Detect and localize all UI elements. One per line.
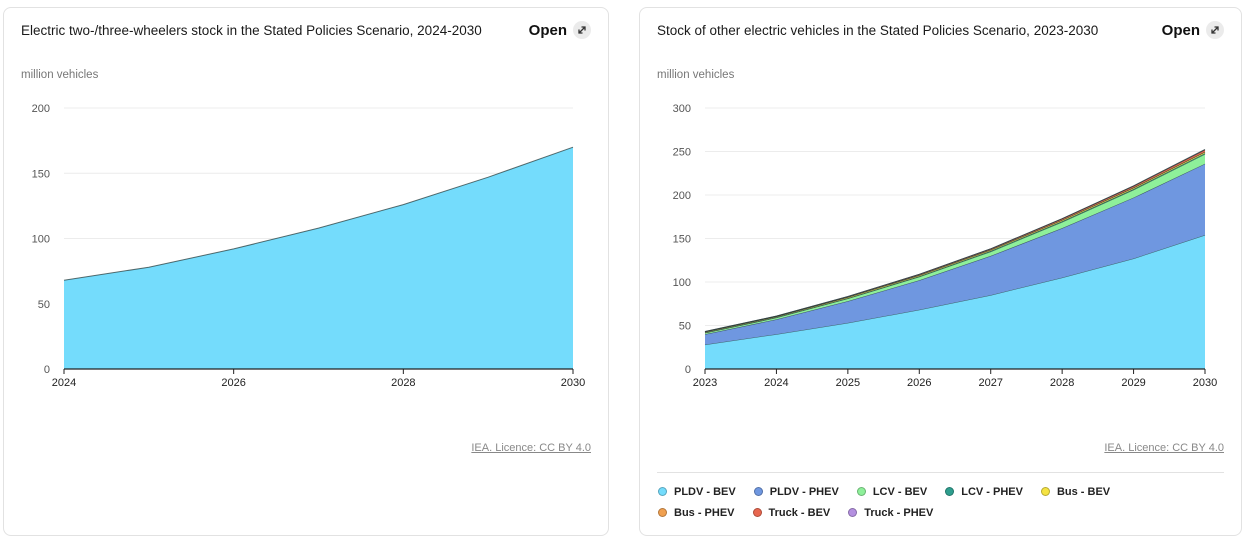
open-button[interactable]: Open: [529, 21, 591, 39]
legend-swatch: [753, 487, 763, 496]
y-tick-label: 150: [673, 234, 691, 246]
x-tick-label: 2030: [561, 377, 585, 389]
x-tick-label: 2026: [221, 377, 245, 389]
y-tick-label: 0: [685, 364, 691, 376]
y-tick-label: 250: [673, 147, 691, 159]
x-tick-label: 2024: [52, 377, 76, 389]
legend-swatch: [1040, 487, 1050, 496]
area-pldv-bev: [705, 235, 1205, 369]
legend-swatch: [658, 508, 667, 517]
chart-plot-area: 0 50 100 150 200 250 300 2023 2024 2025 2026 2027 20…: [673, 103, 1218, 389]
legend-divider: [657, 472, 1224, 473]
legend-item-truck-phev[interactable]: Truck - PHEV: [848, 506, 933, 519]
legend-label: Bus - PHEV: [674, 506, 735, 519]
legend-label: LCV - PHEV: [961, 485, 1023, 498]
y-axis-unit-label: million vehicles: [21, 69, 99, 81]
x-tick-label: 2024: [764, 377, 788, 389]
y-tick-label: 100: [673, 277, 691, 289]
licence-link[interactable]: IEA. Licence: CC BY 4.0: [1104, 442, 1224, 454]
legend-item-lcv-bev[interactable]: LCV - BEV: [856, 485, 928, 498]
expand-icon[interactable]: [1206, 21, 1224, 39]
legend-item-pldv-bev[interactable]: PLDV - BEV: [658, 485, 736, 498]
chart-card-other-ev: Stock of other electric vehicles in the …: [639, 7, 1242, 536]
open-button[interactable]: Open: [1162, 21, 1224, 39]
area-series: [64, 147, 573, 369]
y-axis-unit-label: million vehicles: [657, 69, 735, 81]
y-tick-label: 50: [679, 321, 691, 333]
area-lcv-phev-line: [704, 152, 1206, 334]
y-tick-label: 200: [32, 103, 50, 115]
legend-label: Truck - BEV: [768, 506, 831, 519]
legend-item-truck-bev[interactable]: Truck - BEV: [752, 506, 831, 519]
y-tick-label: 100: [32, 234, 50, 246]
area-series-line: [63, 146, 574, 281]
legend-label: LCV - BEV: [872, 485, 928, 498]
x-tick-label: 2030: [1193, 377, 1217, 389]
legend-swatch: [658, 487, 667, 496]
legend-label: PLDV - PHEV: [769, 485, 839, 498]
legend-item-lcv-phev[interactable]: LCV - PHEV: [945, 485, 1023, 498]
y-tick-label: 0: [44, 364, 50, 376]
y-tick-label: 200: [673, 190, 691, 202]
legend-swatch: [752, 508, 762, 517]
open-button-label: Open: [528, 21, 567, 39]
expand-icon[interactable]: [573, 21, 591, 39]
x-tick-label: 2023: [693, 377, 717, 389]
y-tick-label: 50: [38, 299, 50, 311]
y-tick-label: 150: [32, 168, 50, 180]
chart-card-two-three-wheelers: Electric two-/three-wheelers stock in th…: [3, 7, 609, 536]
legend-item-bus-phev[interactable]: Bus - PHEV: [658, 506, 735, 519]
legend-label: PLDV - BEV: [674, 485, 736, 498]
legend-item-pldv-phev[interactable]: PLDV - PHEV: [753, 485, 839, 498]
legend-swatch: [848, 508, 858, 517]
legend-swatch: [856, 487, 866, 496]
x-tick-label: 2027: [978, 377, 1002, 389]
licence-link[interactable]: IEA. Licence: CC BY 4.0: [471, 442, 591, 454]
chart-title: Electric two-/three-wheelers stock in th…: [21, 23, 482, 38]
open-button-label: Open: [1161, 21, 1200, 39]
x-tick-label: 2029: [1121, 377, 1145, 389]
x-tick-label: 2026: [907, 377, 931, 389]
legend-label: Truck - PHEV: [864, 506, 934, 519]
chart-title: Stock of other electric vehicles in the …: [657, 23, 1099, 38]
chart-plot-area: 0 50 100 150 200 2024 2026 2028 2030: [32, 103, 586, 389]
x-tick-label: 2025: [836, 377, 860, 389]
legend-item-bus-bev[interactable]: Bus - BEV: [1040, 485, 1111, 498]
x-tick-label: 2028: [391, 377, 415, 389]
legend-swatch: [945, 487, 955, 496]
area-pldv-phev: [705, 163, 1205, 345]
y-tick-label: 300: [673, 103, 691, 115]
legend-label: Bus - BEV: [1056, 485, 1111, 498]
area-truck-phev-line: [704, 149, 1206, 332]
chart-legend: PLDV - BEV PLDV - PHEV LCV - BEV LCV - PHEV…: [658, 485, 1218, 519]
x-tick-label: 2028: [1050, 377, 1074, 389]
